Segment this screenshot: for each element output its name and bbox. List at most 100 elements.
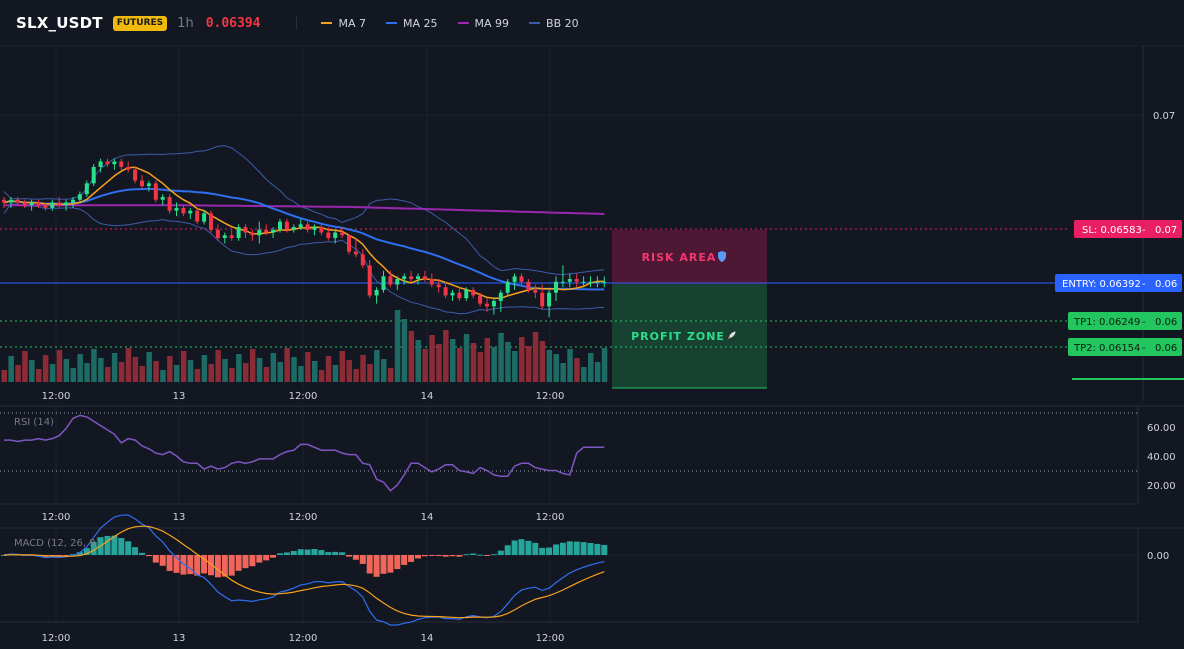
legend-ma99[interactable]: MA 99 — [457, 17, 509, 30]
volume-bar — [519, 337, 525, 382]
macd-hist-bar — [139, 552, 145, 555]
volume-bar — [98, 358, 104, 382]
macd-hist-bar — [83, 548, 90, 555]
timeframe-label[interactable]: 1h — [177, 15, 194, 31]
volume-bar — [49, 364, 56, 382]
macd-hist-bar — [401, 555, 408, 565]
ma99-path — [4, 204, 605, 215]
volume-bar — [360, 355, 366, 382]
candle-body — [464, 289, 469, 299]
volume-bar — [394, 310, 401, 382]
volume-bar — [436, 344, 442, 382]
macd-hist-bar — [442, 555, 449, 557]
candle-body — [153, 183, 158, 200]
candle-body — [236, 227, 241, 239]
tp2-tag[interactable] — [1068, 338, 1182, 356]
rsi-tick-2: 20.00 — [1147, 481, 1176, 492]
candle-body — [319, 227, 324, 233]
macd-time-tick-1: 13 — [173, 633, 186, 644]
volume-bar — [325, 356, 332, 382]
symbol-label[interactable]: SLX_USDT — [16, 14, 103, 32]
macd-hist-bar — [194, 555, 201, 576]
legend-bb20[interactable]: BB 20 — [529, 17, 579, 30]
risk-zone[interactable] — [612, 230, 767, 284]
volume-bar — [298, 366, 304, 382]
candle-body — [36, 202, 41, 206]
macd-hist-bar — [366, 555, 373, 574]
candle-body — [71, 199, 75, 203]
tp1-tag-axis: 0.06 — [1155, 317, 1177, 328]
macd-hist-bar — [159, 555, 166, 566]
macd-hist-bar — [456, 555, 463, 557]
ma25-swatch — [386, 22, 397, 24]
volume-bar — [387, 368, 394, 382]
volume-bar — [456, 348, 463, 382]
macd-hist-bar — [325, 552, 332, 555]
profit-zone[interactable] — [612, 284, 767, 388]
volume-bar — [339, 351, 346, 382]
candle-body — [326, 232, 331, 239]
volume-bar — [201, 355, 208, 382]
rsi-path — [4, 414, 605, 492]
candle-body — [491, 300, 496, 307]
candle-body — [140, 180, 144, 187]
rsi-time-tick-2: 12:00 — [289, 512, 318, 523]
candle-body — [388, 276, 393, 285]
macd-hist-bar — [477, 554, 484, 556]
volume-bar — [525, 346, 532, 382]
macd-hist-bar — [297, 549, 304, 555]
candle-body — [229, 235, 234, 239]
candle-body — [305, 224, 310, 230]
volume-bar — [277, 362, 283, 382]
macd-hist-bar — [152, 555, 159, 563]
candle-body — [98, 161, 103, 167]
volume-bar — [22, 351, 28, 382]
candle-body — [119, 161, 124, 167]
candle-body — [146, 183, 151, 187]
sl-tag-axis: 0.07 — [1155, 225, 1177, 236]
macd-signal-path — [3, 525, 605, 619]
candle-body — [57, 202, 62, 206]
candlestick-series[interactable] — [2, 158, 607, 318]
candle-body — [595, 281, 600, 283]
ma7-path — [3, 166, 605, 299]
volume-bar — [284, 348, 290, 382]
macd-hist-bar — [56, 555, 63, 557]
volume-bar — [91, 349, 97, 382]
ma7-swatch — [321, 22, 333, 24]
macd-hist-bar — [201, 555, 208, 574]
candle-body — [291, 227, 296, 230]
entry-tag[interactable] — [1055, 274, 1182, 292]
header-divider — [296, 16, 298, 30]
sl-tag[interactable] — [1074, 220, 1182, 238]
legend-ma7[interactable]: MA 7 — [321, 17, 366, 30]
candle-body — [485, 303, 489, 307]
legend-ma25[interactable]: MA 25 — [386, 17, 438, 30]
candle-body — [429, 279, 434, 285]
macd-hist-bar — [180, 555, 187, 575]
macd-hist-bar — [490, 554, 497, 556]
candle-body — [43, 205, 48, 208]
macd-hist-bar — [421, 555, 428, 557]
macd-hist-bar — [104, 535, 111, 555]
candle-body — [602, 281, 607, 283]
macd-hist-bar — [449, 555, 456, 557]
volume-bar — [560, 363, 566, 382]
volume-bar — [111, 353, 118, 382]
tp1-tag-label: TP1: 0.06249 — [1073, 317, 1140, 328]
bb-upper-path — [3, 145, 605, 276]
macd-hist-bar — [221, 555, 228, 577]
volume-bar — [332, 365, 339, 382]
candle-body — [167, 197, 172, 211]
macd-hist-bar — [601, 544, 608, 555]
macd-hist-bar — [125, 541, 132, 555]
tp1-tag[interactable] — [1068, 312, 1182, 330]
candle-body — [278, 221, 282, 230]
sl-tag-label: SL: 0.06583 — [1082, 225, 1142, 236]
macd-hist-bar — [470, 553, 477, 555]
macd-line-path — [3, 514, 605, 626]
macd-hist-bar — [76, 552, 83, 555]
macd-hist-bar — [408, 555, 415, 562]
legend-ma7-label: MA 7 — [338, 16, 366, 30]
